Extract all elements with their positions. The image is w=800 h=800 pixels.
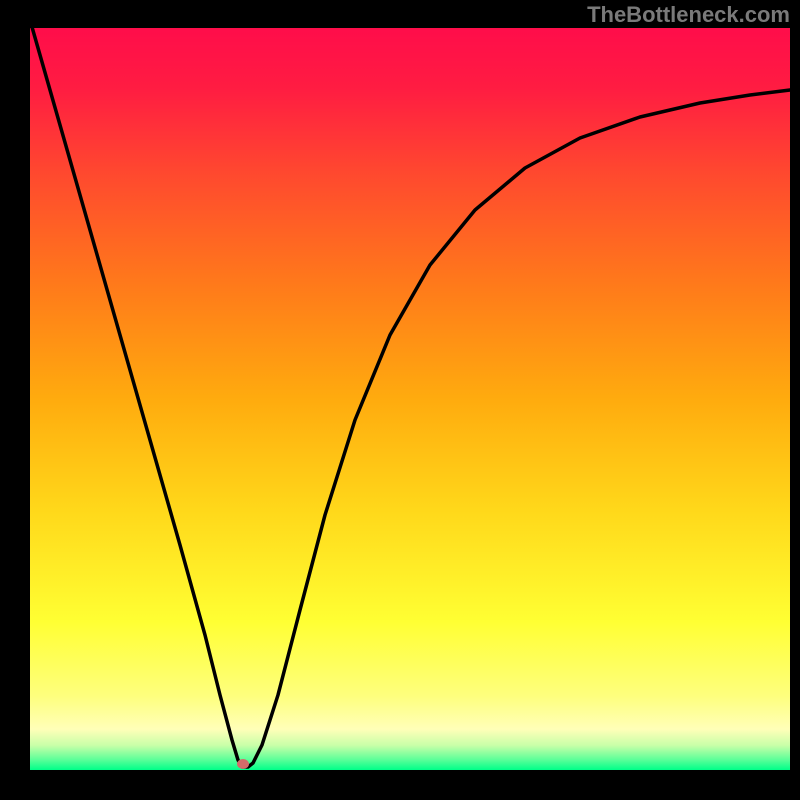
plot-background [30,28,790,770]
optimal-point-marker [237,759,249,769]
chart-container: TheBottleneck.com [0,0,800,800]
bottleneck-chart [0,0,800,800]
watermark-text: TheBottleneck.com [587,2,790,28]
